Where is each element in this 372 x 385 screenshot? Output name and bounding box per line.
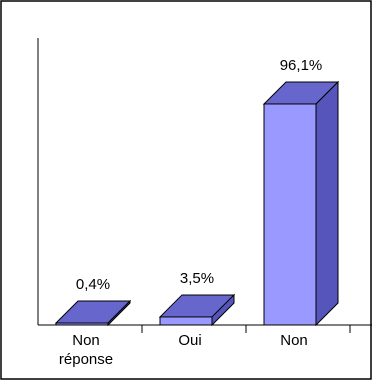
- category-label: Oui: [178, 332, 201, 349]
- bar-2: [158, 293, 236, 327]
- category-label-line: Non: [280, 332, 308, 349]
- bar-front-face: [159, 316, 213, 326]
- bars-layer: [54, 80, 340, 327]
- data-label: 3,5%: [180, 270, 214, 287]
- data-label: 0,4%: [76, 276, 110, 293]
- bar-front-face: [263, 103, 317, 326]
- category-label-line: Non: [72, 332, 100, 349]
- bar-1: [54, 299, 132, 327]
- category-label-line: Oui: [178, 332, 201, 349]
- ticks-layer: [141, 325, 351, 333]
- bar-3: [262, 80, 340, 327]
- category-label: Non réponse: [59, 332, 113, 368]
- labels-layer: 0,4% Non réponse 3,5% Oui 96,1% Non: [59, 57, 322, 368]
- bar-side-face: [315, 80, 339, 327]
- category-label: Non: [280, 332, 308, 349]
- data-label: 96,1%: [280, 57, 323, 74]
- category-label-line: réponse: [59, 351, 113, 368]
